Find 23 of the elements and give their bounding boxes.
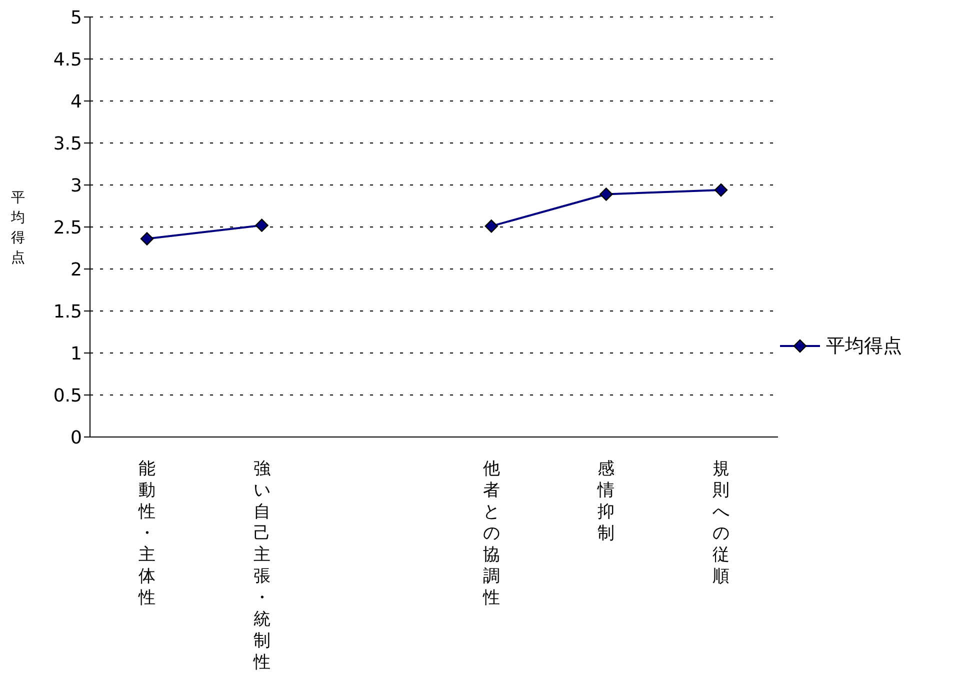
y-tick-label: 2.5 [53,217,82,238]
y-tick-label: 5 [70,7,82,28]
x-tick-label: 能動性・主体性 [138,459,156,608]
x-tick-label: 規則への従順 [712,459,730,586]
point [484,220,498,233]
y-tick-label: 0 [70,427,82,448]
y-tick-label: 4.5 [53,49,82,70]
point [714,183,728,197]
point [140,232,154,246]
y-tick-label: 3 [70,175,82,196]
y-tick-label: 2 [70,259,82,280]
category-label: 強い自己主張・統制性 [253,459,270,672]
x-tick-label: 感情抑制 [596,459,615,544]
legend-label: 平均得点 [826,334,902,359]
x-tick-label: 他者との協調性 [482,459,500,608]
y-tick-label: 1.5 [53,301,82,322]
y-tick-label: 3.5 [53,133,82,154]
y-axis-title: 平均得点 [10,190,25,266]
y-tick-label: 4 [70,91,82,112]
point [600,188,613,201]
point [255,218,268,232]
y-tick-label: 1 [70,343,82,364]
y-tick-label: 0.5 [53,385,82,406]
